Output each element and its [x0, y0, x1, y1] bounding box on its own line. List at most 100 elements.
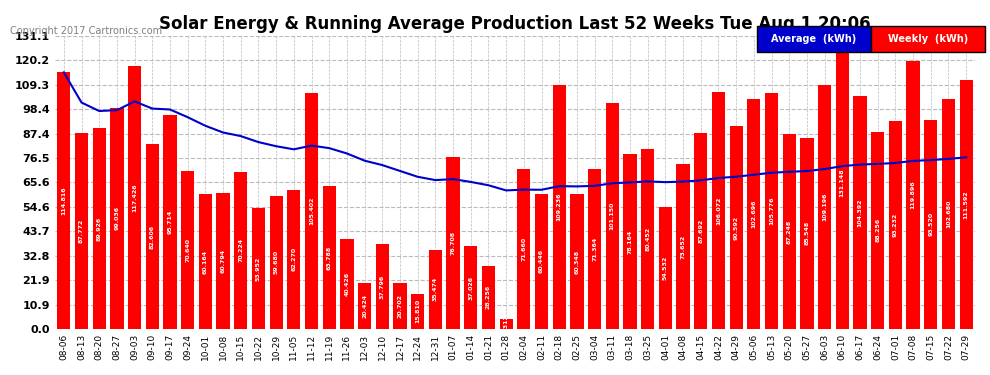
Bar	[358, 283, 371, 329]
Text: 117.426: 117.426	[132, 183, 137, 212]
Bar	[517, 169, 531, 329]
Text: 87.692: 87.692	[698, 219, 703, 243]
Bar	[75, 133, 88, 329]
Text: 105.776: 105.776	[769, 196, 774, 225]
Text: Copyright 2017 Cartronics.com: Copyright 2017 Cartronics.com	[10, 26, 162, 36]
Text: 59.680: 59.680	[273, 250, 278, 274]
Text: 70.224: 70.224	[239, 238, 244, 262]
Bar	[199, 195, 212, 329]
Text: 109.236: 109.236	[556, 193, 561, 221]
Text: 54.532: 54.532	[663, 256, 668, 280]
Text: 20.424: 20.424	[362, 294, 367, 318]
Bar	[676, 164, 690, 329]
Text: 88.256: 88.256	[875, 218, 880, 242]
Text: 70.640: 70.640	[185, 238, 190, 262]
Text: 105.402: 105.402	[309, 197, 314, 225]
Text: 104.392: 104.392	[857, 198, 862, 226]
Bar	[712, 92, 725, 329]
Bar	[375, 244, 389, 329]
Bar	[642, 149, 654, 329]
Bar	[323, 186, 336, 329]
Bar	[57, 72, 70, 329]
Text: 63.788: 63.788	[327, 246, 332, 270]
Text: 101.150: 101.150	[610, 202, 615, 230]
Text: Weekly  (kWh): Weekly (kWh)	[887, 34, 968, 44]
Text: 90.592: 90.592	[734, 216, 739, 240]
Text: 102.680: 102.680	[946, 200, 951, 228]
Text: Average  (kWh): Average (kWh)	[771, 34, 856, 44]
Bar	[251, 209, 265, 329]
Text: 20.702: 20.702	[398, 294, 403, 318]
Text: 73.652: 73.652	[680, 234, 685, 259]
Text: 109.196: 109.196	[822, 193, 827, 221]
Text: 37.026: 37.026	[468, 276, 473, 300]
Bar	[765, 93, 778, 329]
Bar	[836, 36, 849, 329]
Bar	[500, 319, 513, 329]
Bar	[871, 132, 884, 329]
Bar	[800, 138, 814, 329]
Text: 114.816: 114.816	[61, 186, 66, 215]
Bar	[924, 120, 938, 329]
Text: 60.794: 60.794	[221, 249, 226, 273]
Bar	[658, 207, 672, 329]
Text: 82.606: 82.606	[149, 225, 154, 249]
Text: 71.660: 71.660	[522, 237, 527, 261]
Text: 37.796: 37.796	[380, 274, 385, 299]
Title: Solar Energy & Running Average Production Last 52 Weeks Tue Aug 1 20:06: Solar Energy & Running Average Productio…	[159, 15, 871, 33]
Text: 95.714: 95.714	[167, 210, 172, 234]
Text: 40.426: 40.426	[345, 272, 349, 296]
Bar	[552, 85, 566, 329]
Bar	[181, 171, 194, 329]
Bar	[269, 195, 283, 329]
Text: 102.696: 102.696	[751, 200, 756, 228]
Bar	[535, 194, 548, 329]
Text: 76.708: 76.708	[450, 231, 455, 255]
Bar	[941, 99, 955, 329]
Bar	[411, 294, 425, 329]
Bar	[146, 144, 159, 329]
Bar	[889, 120, 902, 329]
Bar	[588, 170, 601, 329]
Text: 106.072: 106.072	[716, 196, 721, 225]
Text: 71.364: 71.364	[592, 237, 597, 261]
Text: 4.312: 4.312	[504, 314, 509, 334]
Bar	[217, 193, 230, 329]
Text: 99.036: 99.036	[115, 206, 120, 230]
Bar	[853, 96, 866, 329]
Text: 35.474: 35.474	[433, 277, 438, 302]
Bar	[287, 190, 301, 329]
Text: 60.446: 60.446	[539, 249, 545, 273]
Text: 131.148: 131.148	[840, 168, 844, 196]
Bar	[606, 103, 619, 329]
Text: 60.348: 60.348	[574, 249, 579, 273]
Bar	[341, 238, 353, 329]
Bar	[464, 246, 477, 329]
Bar	[128, 66, 142, 329]
Text: 89.926: 89.926	[97, 216, 102, 240]
Bar	[694, 133, 708, 329]
Bar	[93, 128, 106, 329]
Text: 87.248: 87.248	[787, 219, 792, 243]
Text: 119.896: 119.896	[911, 181, 916, 209]
Text: 78.164: 78.164	[628, 230, 633, 254]
Bar	[482, 266, 495, 329]
Text: 80.452: 80.452	[645, 227, 650, 251]
Bar	[570, 194, 583, 329]
Text: 85.548: 85.548	[805, 221, 810, 245]
Text: 62.270: 62.270	[291, 247, 296, 272]
Bar	[110, 108, 124, 329]
Bar	[163, 115, 176, 329]
Text: 53.952: 53.952	[256, 256, 261, 281]
Bar	[959, 80, 973, 329]
Bar	[907, 61, 920, 329]
Text: 111.592: 111.592	[963, 190, 968, 219]
Text: 15.810: 15.810	[415, 299, 420, 323]
Bar	[782, 134, 796, 329]
Bar	[234, 172, 248, 329]
Bar	[446, 158, 459, 329]
Bar	[730, 126, 742, 329]
Bar	[747, 99, 760, 329]
Bar	[305, 93, 318, 329]
Bar	[818, 85, 832, 329]
